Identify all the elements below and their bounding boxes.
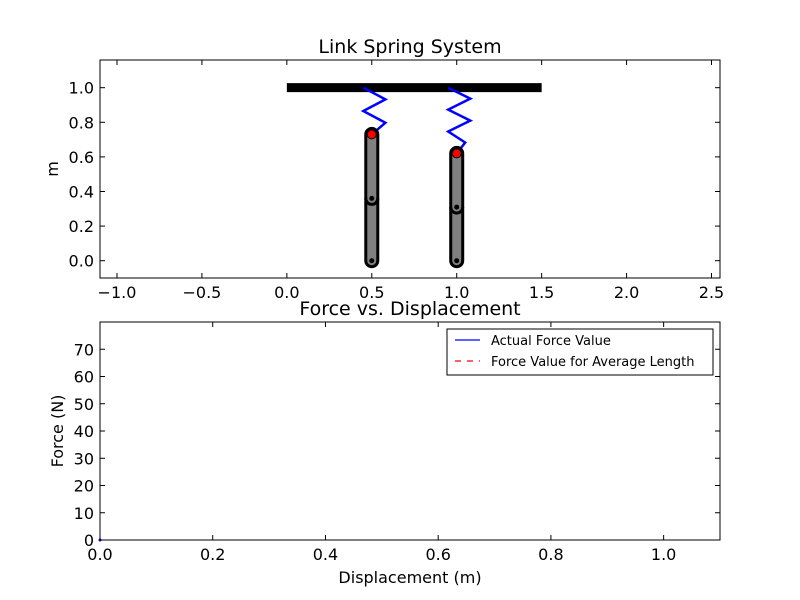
link-joint-dot <box>454 258 460 264</box>
spring-1 <box>360 86 389 136</box>
bottom-xtick-label: 0.6 <box>425 545 450 564</box>
top-plot-ylabel: m <box>43 161 62 177</box>
bottom-ytick-label: 50 <box>74 395 94 414</box>
bottom-xtick-label: 0.0 <box>87 545 112 564</box>
link-joint-dot <box>369 195 375 201</box>
link-joint-ring <box>364 198 380 206</box>
bottom-plot-yticks: 0 10 20 30 40 50 60 70 <box>74 340 720 550</box>
bottom-xtick-label: 0.2 <box>200 545 225 564</box>
bottom-ytick-label: 20 <box>74 477 94 496</box>
top-ytick-label: 1.0 <box>69 79 94 98</box>
top-ytick-label: 0.6 <box>69 148 94 167</box>
attachment-point-2 <box>451 148 462 159</box>
top-plot-marks <box>286 83 542 269</box>
top-xtick-label: 2.5 <box>699 283 724 302</box>
top-xtick-label: 1.5 <box>529 283 554 302</box>
top-xtick-label: −1.0 <box>98 283 137 302</box>
bottom-ytick-label: 10 <box>74 504 94 523</box>
attachment-point-1 <box>366 129 377 140</box>
bottom-xtick-label: 0.8 <box>538 545 563 564</box>
top-ytick-label: 0.4 <box>69 182 94 201</box>
bottom-plot-xticks: 0.0 0.2 0.4 0.6 0.8 1.0 <box>87 322 676 564</box>
top-plot-frame <box>99 59 721 279</box>
link-joint-dot <box>369 258 375 264</box>
bottom-xtick-label: 1.0 <box>651 545 676 564</box>
bottom-ytick-label: 0 <box>84 531 94 550</box>
spring-2 <box>445 86 474 155</box>
legend-label-average-length: Force Value for Average Length <box>491 355 695 370</box>
bottom-plot-title: Force vs. Displacement <box>299 298 520 320</box>
bottom-ytick-label: 30 <box>74 449 94 468</box>
legend-label-actual-force: Actual Force Value <box>491 334 611 349</box>
top-xtick-label: 0.0 <box>274 283 299 302</box>
top-xtick-label: −0.5 <box>182 283 221 302</box>
top-plot-title: Link Spring System <box>318 36 501 58</box>
bottom-ytick-label: 70 <box>74 340 94 359</box>
top-ytick-label: 0.2 <box>69 217 94 236</box>
top-plot-yticks: 0.0 0.2 0.4 0.6 0.8 1.0 <box>69 79 720 271</box>
top-xtick-label: 1.0 <box>444 283 469 302</box>
bottom-ytick-label: 60 <box>74 368 94 387</box>
bottom-plot-xlabel: Displacement (m) <box>338 568 481 587</box>
top-ytick-label: 0.8 <box>69 113 94 132</box>
bottom-ytick-label: 40 <box>74 422 94 441</box>
top-ytick-label: 0.0 <box>69 252 94 271</box>
link-spring-subplot: Link Spring System m −1.0 −0.5 0.0 0.5 1.0 1.… <box>43 36 724 302</box>
legend-box <box>446 328 714 376</box>
legend: Actual Force Value Force Value for Avera… <box>446 328 714 376</box>
force-displacement-subplot: Force vs. Displacement Force (N) Displac… <box>48 298 721 587</box>
top-plot-xticks: −1.0 −0.5 0.0 0.5 1.0 1.5 2.0 2.5 <box>98 60 724 302</box>
top-xtick-label: 2.0 <box>614 283 639 302</box>
link-joint-dot <box>454 204 460 210</box>
link-joint-ring <box>449 206 465 215</box>
bottom-plot-ylabel: Force (N) <box>48 395 67 468</box>
top-xtick-label: 0.5 <box>359 283 384 302</box>
bottom-xtick-label: 0.4 <box>313 545 338 564</box>
